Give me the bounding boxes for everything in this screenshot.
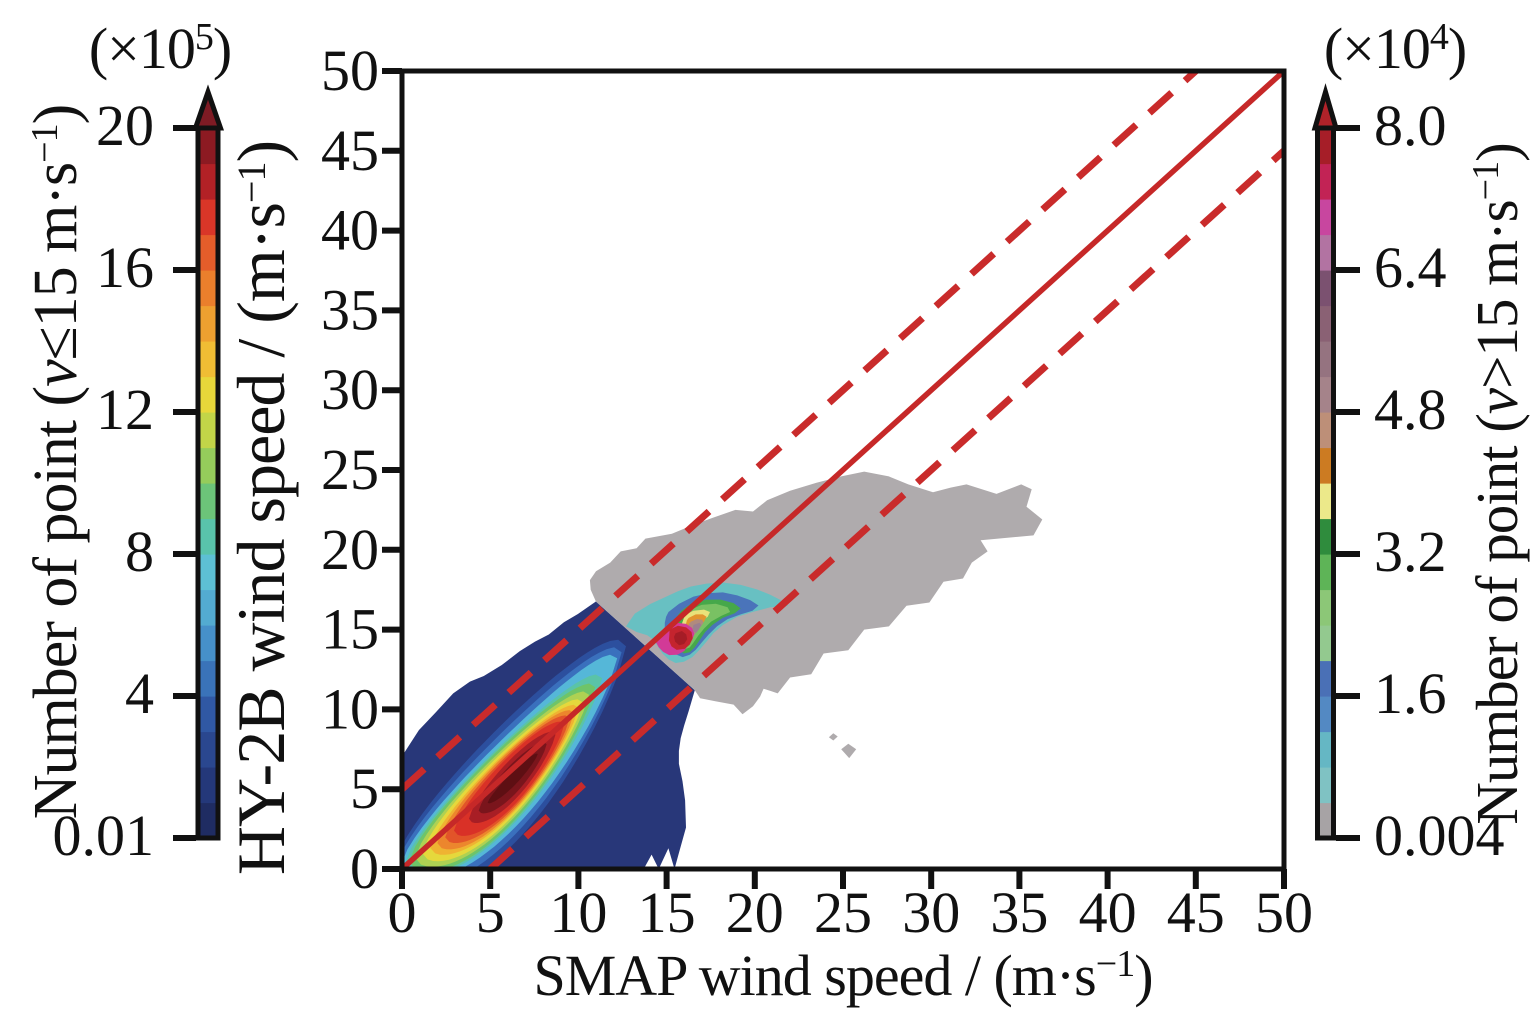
svg-text:30: 30 [902,880,960,945]
svg-text:HY-2B wind speed / (m·s−1): HY-2B wind speed / (m·s−1) [223,141,299,875]
svg-text:5: 5 [350,756,379,821]
svg-text:30: 30 [321,357,379,422]
svg-text:Number of point (v>15 m·s−1): Number of point (v>15 m·s−1) [1464,143,1530,824]
svg-text:8.0: 8.0 [1374,93,1447,158]
svg-text:SMAP wind speed / (m·s−1): SMAP wind speed / (m·s−1) [533,943,1152,1008]
svg-text:20: 20 [96,93,154,158]
svg-text:12: 12 [96,377,154,442]
svg-text:40: 40 [1079,880,1137,945]
svg-text:16: 16 [96,235,154,300]
svg-text:15: 15 [321,597,379,662]
svg-text:45: 45 [321,118,379,183]
svg-text:20: 20 [726,880,784,945]
svg-text:15: 15 [638,880,696,945]
svg-text:50: 50 [1255,880,1313,945]
svg-text:6.4: 6.4 [1374,235,1447,300]
svg-text:0: 0 [350,836,379,901]
svg-text:45: 45 [1167,880,1225,945]
svg-text:35: 35 [321,277,379,342]
svg-text:20: 20 [321,517,379,582]
svg-text:8: 8 [125,519,154,584]
svg-text:3.2: 3.2 [1374,519,1447,584]
svg-text:4.8: 4.8 [1374,377,1447,442]
svg-text:5: 5 [476,880,505,945]
svg-text:0.004: 0.004 [1374,803,1505,868]
svg-text:0.01: 0.01 [53,803,155,868]
svg-text:40: 40 [321,198,379,263]
svg-text:35: 35 [990,880,1048,945]
svg-text:1.6: 1.6 [1374,661,1447,726]
svg-text:25: 25 [814,880,872,945]
svg-text:Number of point (v≤15 m·s−1): Number of point (v≤15 m·s−1) [22,105,90,820]
svg-text:10: 10 [549,880,607,945]
svg-text:4: 4 [125,661,154,726]
svg-text:25: 25 [321,437,379,502]
svg-text:50: 50 [321,38,379,103]
svg-text:0: 0 [388,880,417,945]
svg-text:10: 10 [321,676,379,741]
